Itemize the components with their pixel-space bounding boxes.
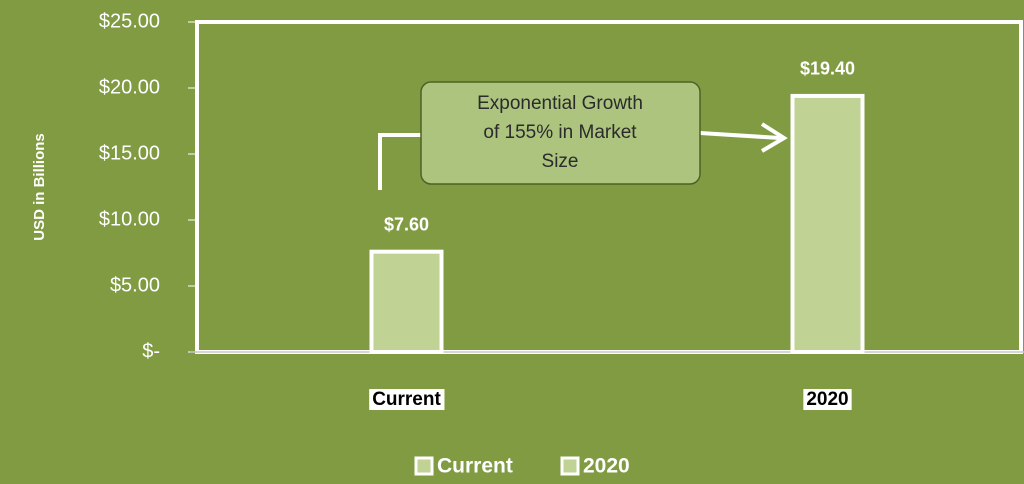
- bar: [790, 93, 865, 354]
- annotation-connector: [378, 133, 422, 190]
- y-tick-label: $25.00: [99, 10, 160, 32]
- annotation-arrowhead: [760, 122, 788, 153]
- x-tick-label: Current: [372, 389, 441, 410]
- y-tick-label: $5.00: [110, 274, 160, 296]
- legend-swatch: [560, 456, 580, 476]
- annotation-box: [420, 81, 701, 185]
- x-tick-label-box: [803, 389, 852, 411]
- legend-swatch: [414, 456, 434, 476]
- y-axis-label: USD in Billions: [31, 133, 48, 241]
- annotation-text: Size: [542, 151, 579, 172]
- x-tick-label-box: [369, 389, 445, 411]
- y-tick-label: $-: [142, 340, 160, 362]
- data-label: $19.40: [800, 59, 855, 79]
- annotation-arrow: [699, 131, 781, 140]
- y-tick-label: $10.00: [99, 208, 160, 230]
- x-tick-label: 2020: [806, 389, 848, 410]
- annotation-text: of 155% in Market: [483, 122, 637, 143]
- legend-label: 2020: [583, 455, 630, 478]
- data-label: $7.60: [384, 214, 429, 234]
- legend-label: Current: [437, 455, 513, 478]
- bar: [369, 249, 444, 354]
- y-tick-label: $20.00: [99, 76, 160, 98]
- annotation-text: Exponential Growth: [477, 93, 643, 114]
- y-tick-label: $15.00: [99, 142, 160, 164]
